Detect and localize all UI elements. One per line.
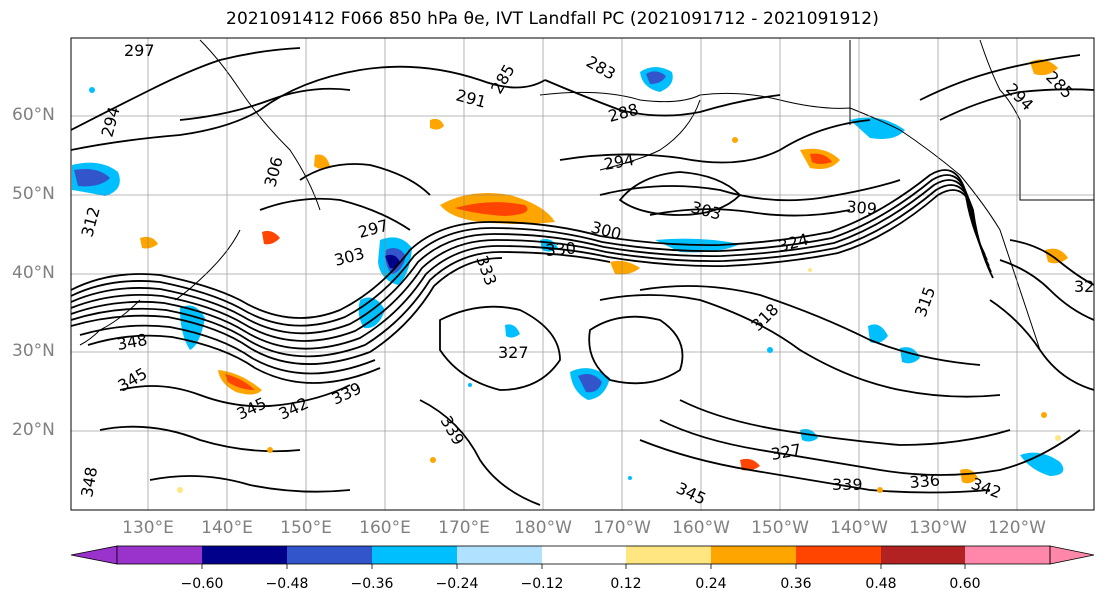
colorbar	[70, 545, 1095, 569]
gridlines	[71, 38, 1094, 510]
lon-label: 150°W	[751, 518, 809, 538]
colorbar-tick-label: 0.48	[865, 576, 897, 592]
coastlines	[79, 39, 1094, 351]
colorbar-swatch	[372, 546, 457, 564]
lon-label: 130°W	[909, 518, 967, 538]
lon-label: 130°E	[122, 518, 174, 538]
lon-label: 170°E	[438, 518, 490, 538]
lon-label: 170°W	[593, 518, 651, 538]
lon-label: 160°E	[359, 518, 411, 538]
colorbar-tick-label: 0.36	[780, 576, 812, 592]
contour-label: 32	[1074, 277, 1094, 296]
lon-label: 120°W	[988, 518, 1046, 538]
colorbar-tick-label: 0.24	[695, 576, 727, 592]
figure-title: 2021091412 F066 850 hPa θe, IVT Landfall…	[226, 9, 879, 29]
colorbar-tick-label: −0.24	[435, 576, 479, 592]
colorbar-tick-label: 0.12	[610, 576, 642, 592]
colorbar-extend-low	[70, 545, 118, 565]
lon-label: 140°W	[830, 518, 888, 538]
lon-label: 140°E	[201, 518, 253, 538]
shaded-anomalies	[72, 59, 1068, 484]
colorbar-extend-high	[1049, 545, 1095, 565]
colorbar-tick-label: −0.36	[350, 576, 394, 592]
colorbar-swatch	[711, 546, 796, 564]
contour-label: 330	[545, 238, 577, 260]
contour-label: 297	[124, 41, 155, 60]
lon-label: 180°W	[514, 518, 572, 538]
colorbar-swatch	[881, 546, 965, 564]
lat-label-40n: 40°N	[12, 263, 55, 283]
contour-label: 336	[909, 470, 941, 492]
lon-label: 150°E	[280, 518, 332, 538]
contour-label: 339	[832, 475, 863, 494]
colorbar-swatch	[457, 546, 542, 564]
lat-label-30n: 30°N	[12, 341, 55, 361]
theta-e-contours	[71, 47, 1094, 506]
colorbar-swatch	[796, 546, 881, 564]
contour-label: 309	[846, 197, 878, 219]
colorbar-swatch	[202, 546, 287, 564]
colorbar-swatch	[626, 546, 711, 564]
colorbar-tick-label: −0.60	[180, 576, 224, 592]
colorbar-tick-label: 0.60	[949, 576, 981, 592]
map-frame	[70, 37, 1095, 511]
colorbar-swatch	[287, 546, 372, 564]
lat-label-60n: 60°N	[12, 105, 55, 125]
colorbar-swatch	[965, 546, 1050, 564]
contour-label: 327	[498, 343, 529, 362]
colorbar-tick-label: −0.12	[520, 576, 564, 592]
colorbar-tick-label: −0.48	[265, 576, 309, 592]
lon-label: 160°W	[672, 518, 730, 538]
colorbar-frame	[116, 545, 1051, 565]
lat-label-20n: 20°N	[12, 420, 55, 440]
lat-label-50n: 50°N	[12, 184, 55, 204]
colorbar-swatch	[117, 546, 202, 564]
colorbar-swatch	[542, 546, 626, 564]
scattered-patches	[89, 87, 1061, 493]
